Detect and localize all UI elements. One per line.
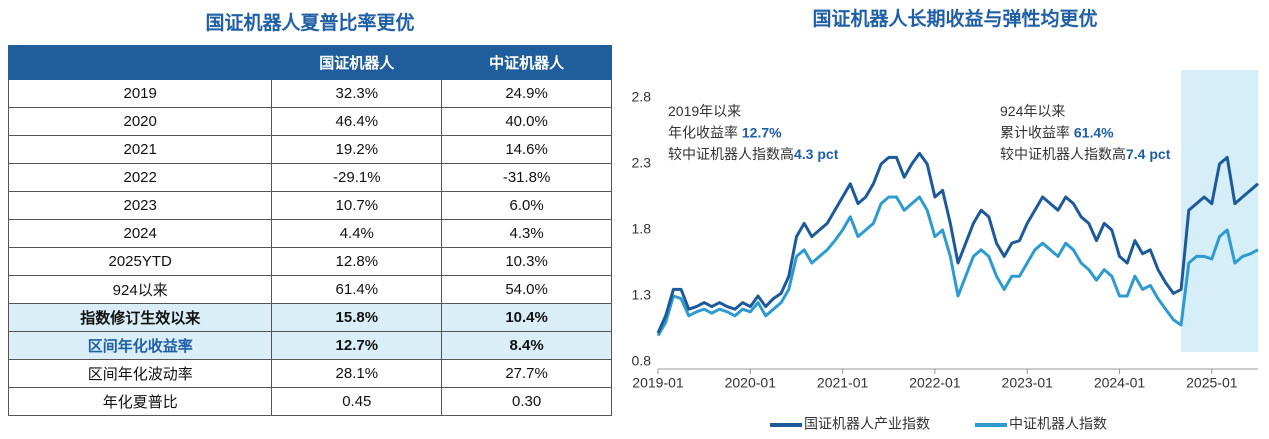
table-cell: 2019 [7, 79, 273, 108]
annotation-part: 年化收益率 [668, 124, 742, 140]
annotation-part: 4.3 pct [794, 146, 839, 162]
x-tick-label: 2020-01 [725, 375, 777, 391]
annotation: 2019年以来 [668, 103, 741, 119]
table-row: 2021 19.2% 14.6% [7, 135, 612, 164]
table-cell: 10.4% [441, 303, 612, 332]
table-row: 924以来 61.4% 54.0% [7, 275, 612, 304]
table-title: 国证机器人夏普比率更优 [205, 13, 415, 34]
annotation: 较中证机器人指数高4.3 pct [668, 146, 839, 162]
table-cell: 2023 [7, 191, 273, 220]
table-cell: 54.0% [441, 275, 612, 304]
table-cell: 32.3% [271, 79, 443, 108]
table-cell: 8.4% [441, 331, 612, 360]
legend-label: 中证机器人指数 [1009, 416, 1107, 432]
x-tick-label: 2022-01 [909, 375, 961, 391]
table-cell: 年化夏普比 [7, 387, 273, 416]
table-cell: 区间年化收益率 [7, 331, 273, 360]
table-row: 指数修订生效以来 15.8% 10.4% [7, 303, 612, 332]
table-row: 2024 4.4% 4.3% [7, 219, 612, 248]
annotation-part: 2019年以来 [668, 103, 741, 119]
table-row: 2020 46.4% 40.0% [7, 107, 612, 136]
y-tick-label: 1.8 [632, 221, 652, 237]
table-row: 年化夏普比 0.45 0.30 [7, 387, 612, 416]
x-tick-label: 2024-01 [1094, 375, 1146, 391]
annotation: 924年以来 [1000, 103, 1065, 119]
annotation-part: 较中证机器人指数高 [1000, 146, 1126, 162]
table-cell: 指数修订生效以来 [7, 303, 273, 332]
series-line [656, 195, 1259, 337]
series-line [656, 151, 1259, 334]
y-tick-label: 2.8 [632, 89, 652, 105]
annotation-part: 累计收益率 [1000, 124, 1074, 140]
table-cell: 14.6% [441, 135, 612, 164]
table-cell: 28.1% [271, 359, 443, 388]
x-tick-label: 2025-01 [1186, 375, 1238, 391]
table-cell: 4.3% [441, 219, 612, 248]
table-cell: 0.30 [441, 387, 612, 416]
header-row: 国证机器人 中证机器人 [7, 45, 612, 80]
chart-title: 国证机器人长期收益与弹性均更优 [812, 7, 1097, 30]
legend-label: 国证机器人产业指数 [804, 416, 930, 432]
annotation: 年化收益率 12.7% [668, 124, 782, 140]
y-tick-label: 0.8 [632, 353, 652, 369]
table-row: 2019 32.3% 24.9% [7, 79, 612, 108]
annotation: 累计收益率 61.4% [1000, 124, 1114, 140]
table-cell: 2024 [7, 219, 273, 248]
table-cell: 61.4% [271, 275, 443, 304]
table-cell: 24.9% [441, 79, 612, 108]
highlight-span [1181, 70, 1258, 352]
annotation-part: 61.4% [1074, 124, 1114, 140]
table-cell: 40.0% [441, 107, 612, 136]
table-cell: 2025YTD [7, 247, 273, 276]
annotation-part: 较中证机器人指数高 [668, 146, 794, 162]
x-tick-label: 2019-01 [632, 375, 684, 391]
annotation-part: 7.4 pct [1126, 146, 1171, 162]
sharpe-table: 国证机器人 中证机器人 2019 32.3% 24.9% 2020 46.4% 40.0% 20… [7, 45, 612, 416]
x-tick-label: 2023-01 [1002, 375, 1054, 391]
table-cell: 2021 [7, 135, 273, 164]
table-cell: 19.2% [271, 135, 443, 164]
x-tick-label: 2021-01 [817, 375, 869, 391]
table-cell: 46.4% [271, 107, 443, 136]
table-cell: 15.8% [271, 303, 443, 332]
annotation: 较中证机器人指数高7.4 pct [1000, 146, 1171, 162]
table-cell: -31.8% [441, 163, 612, 192]
annotation-part: 924年以来 [1000, 103, 1065, 119]
y-tick-label: 2.3 [632, 155, 652, 171]
table-row: 2023 10.7% 6.0% [7, 191, 612, 220]
table-row: 区间年化收益率 12.7% 8.4% [7, 331, 612, 360]
table-cell: 27.7% [441, 359, 612, 388]
annotation-part: 12.7% [742, 124, 782, 140]
table-cell: 10.7% [271, 191, 443, 220]
table-cell: 0.45 [271, 387, 443, 416]
y-tick-label: 1.3 [632, 287, 652, 303]
table-cell: 12.7% [271, 331, 443, 360]
table-row: 2022 -29.1% -31.8% [7, 163, 612, 192]
